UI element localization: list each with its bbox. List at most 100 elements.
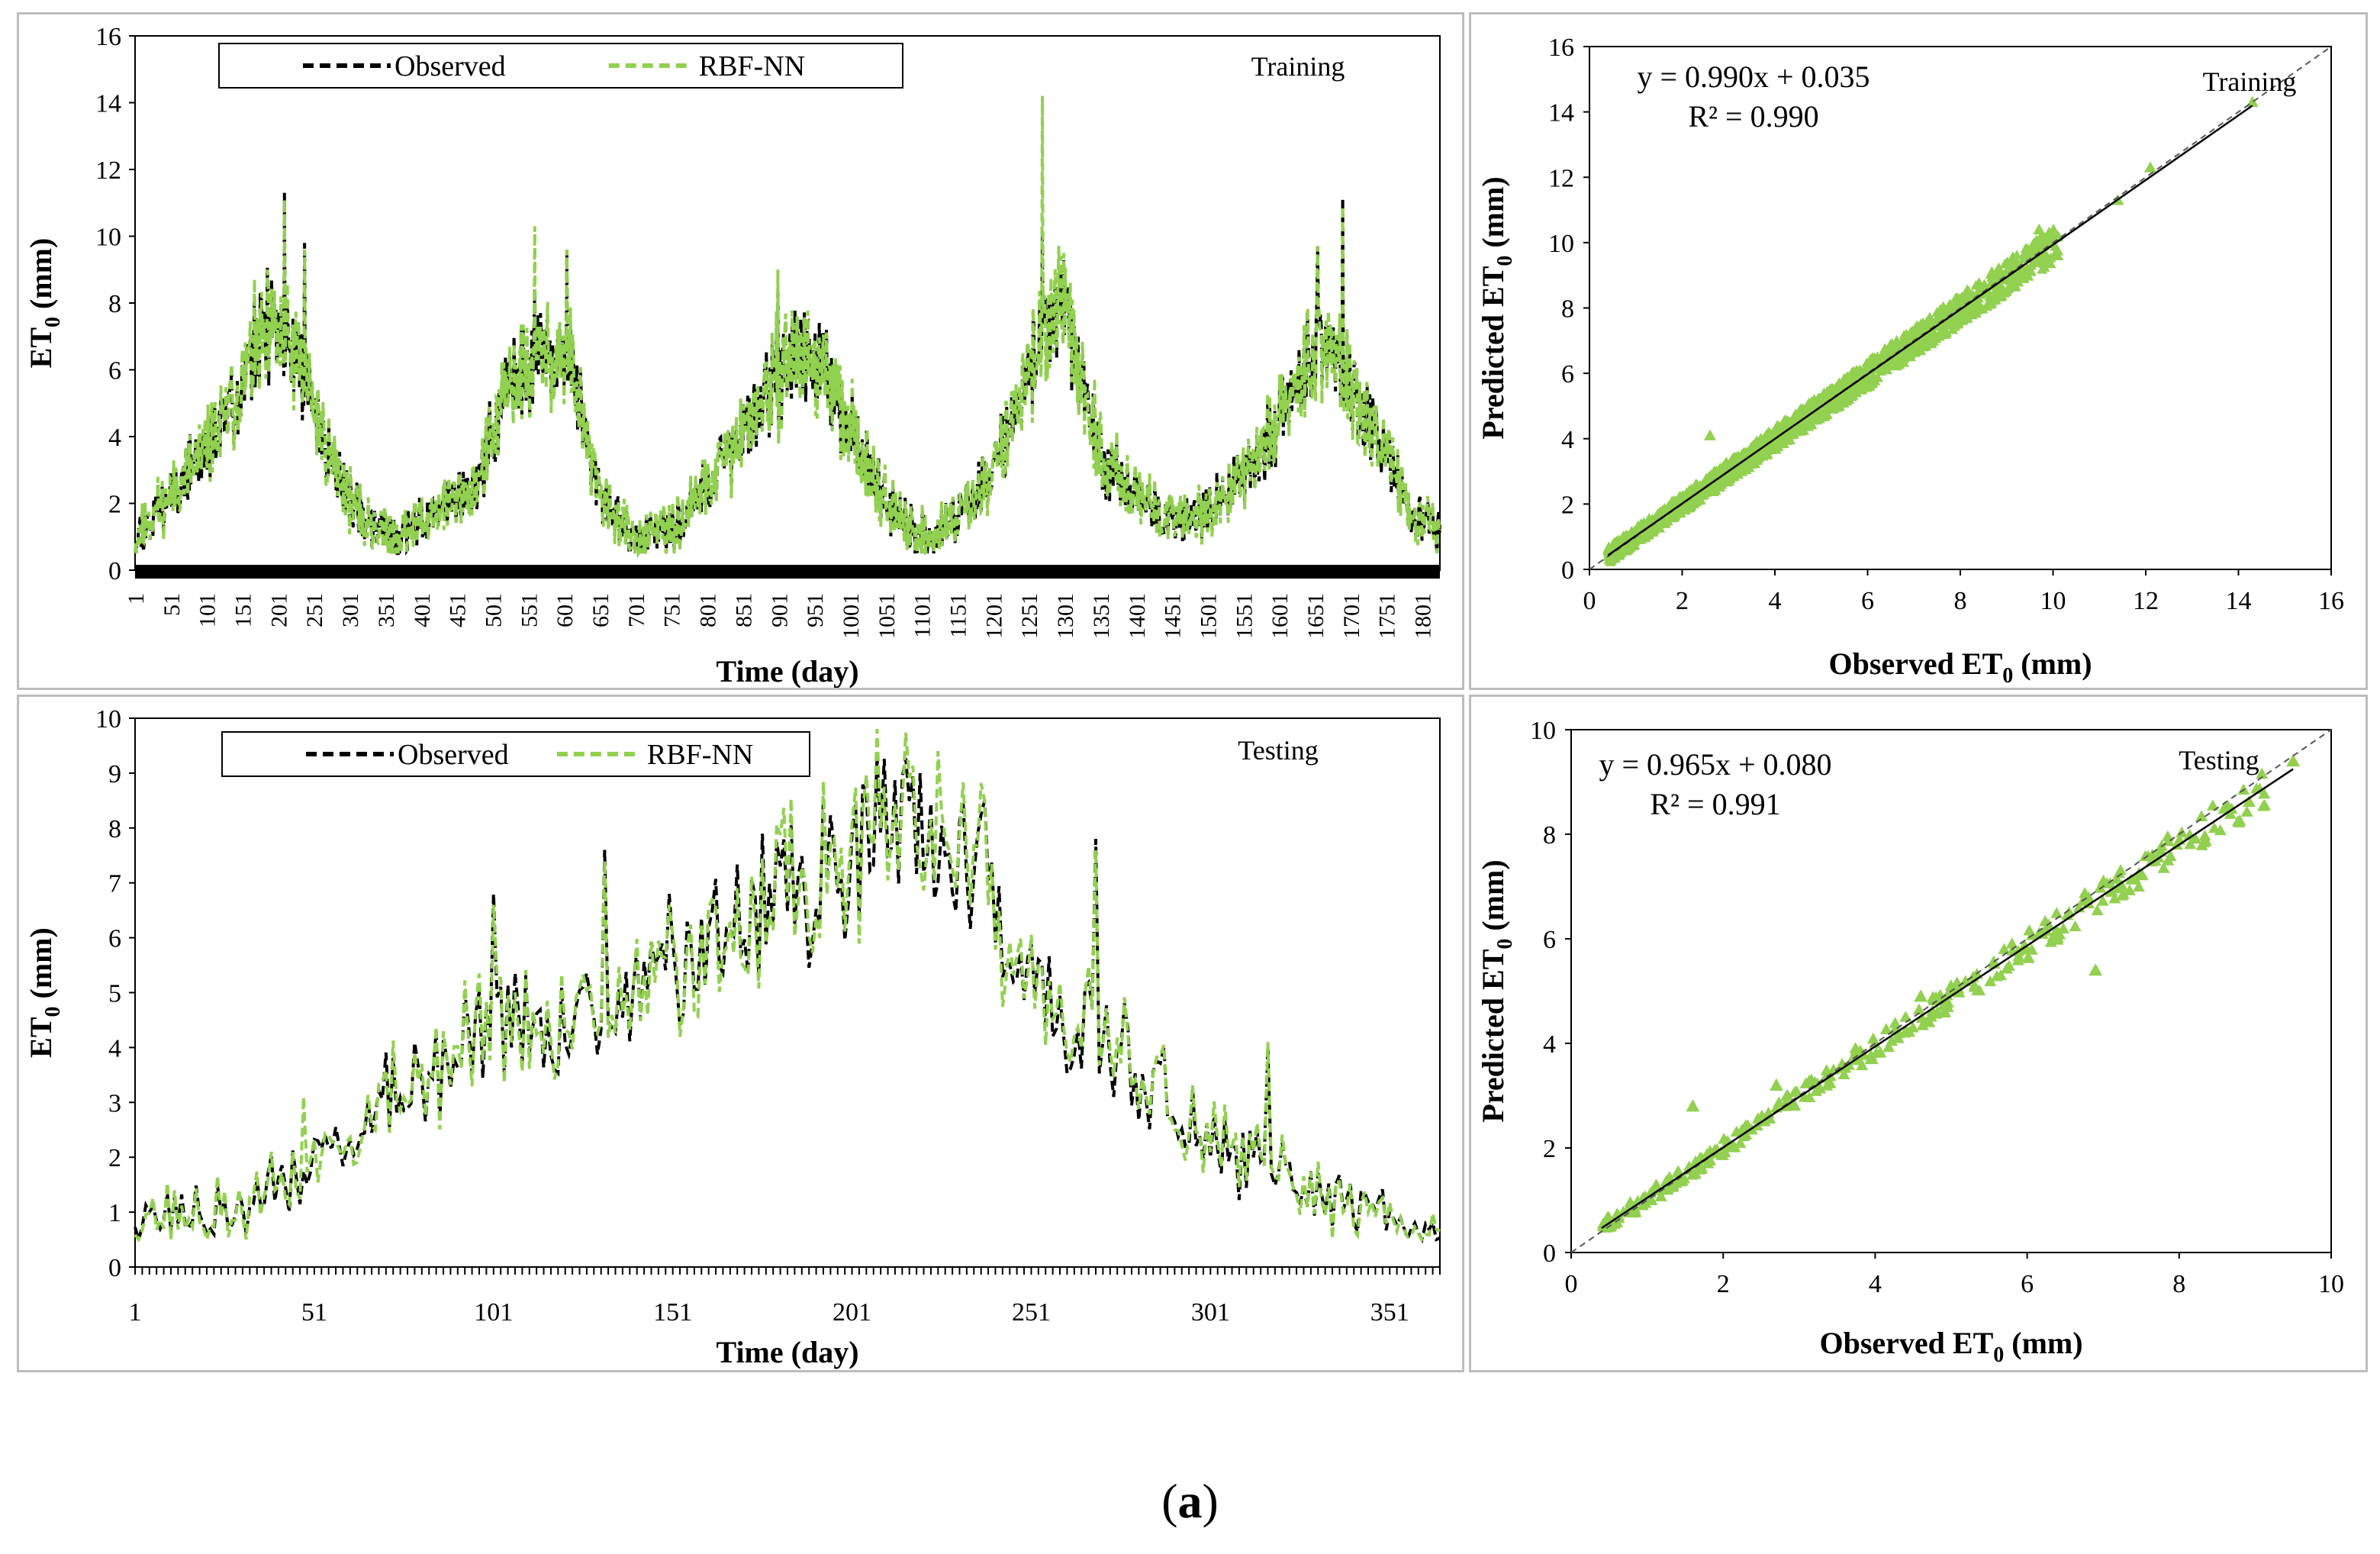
y-tick-label: 10 [1548,230,1574,258]
x-tick-label: 6 [1861,587,1874,615]
scatter-point [2240,805,2253,817]
x-tick-label: 201 [833,1298,871,1327]
scatter-points [1602,95,2259,566]
scatter-point [1776,434,1788,443]
scatter-point [2256,767,2269,779]
scatter-point [1709,484,1721,494]
scatter-point [1846,391,1857,401]
x-tick-label: 101 [474,1298,513,1327]
scatter-point [1866,1032,1879,1044]
scatter-point [1821,403,1832,414]
scatter-point [1950,976,1963,988]
x-tick-label: 951 [803,593,828,627]
scatter-point [1803,1091,1816,1102]
scatter-point [2132,880,2145,892]
x-axis-dense-ticks [135,565,1440,579]
panel-training-scatter: 0 2 4 6 8 10 12 14 16 0 2 4 6 8 10 12 14 16 y = 0.990x + 0… [1469,12,2368,690]
scatter-point [1899,336,1911,346]
scatter-point [2026,260,2037,270]
scatter-point [1973,984,1986,996]
x-tick-label: 1701 [1339,593,1364,639]
scatter-point [2050,240,2061,251]
y-tick-label: 8 [1561,295,1574,324]
scatter-point [2108,892,2121,904]
scatter-point [1673,506,1684,516]
x-tick-label: 1051 [874,593,900,639]
scatter-point [1799,1077,1812,1088]
scatter-point [2144,161,2157,172]
scatter-point [1694,1159,1707,1172]
scatter-point [1718,1133,1731,1144]
x-tick-label: 751 [660,593,685,627]
scatter-point [1986,295,1998,305]
y-tick-label: 2 [108,1144,121,1172]
scatter-point [1779,1090,1792,1101]
scatter-point [2258,787,2271,799]
scatter-point [1770,425,1781,435]
regression-line [1607,105,2253,556]
x-tick-label: 12 [2133,587,2159,615]
scatter-point [2031,235,2043,246]
scatter-point [1742,459,1754,469]
x-tick-label: 8 [1954,587,1967,615]
scatter-point [1847,369,1859,379]
scatter-point [1752,439,1763,450]
x-tick-label: 14 [2226,587,2252,615]
scatter-point [2139,850,2152,862]
y-tick-label: 4 [1543,1030,1556,1059]
x-axis-label: Time (day) [716,654,858,688]
scatter-point [2198,829,2211,841]
y-tick-label: 2 [1543,1135,1556,1163]
x-tick-label: 51 [301,1298,327,1327]
panel-testing-scatter: 0 2 4 6 8 10 0 2 4 6 8 10 y = 0.965x + 0.080 R² = 0.9… [1469,695,2368,1372]
scatter-point [1821,1079,1834,1091]
scatter-point [2195,810,2208,821]
scatter-point [1686,1099,1700,1112]
scatter-point [1816,411,1828,421]
y-tick-label: 8 [108,815,121,843]
scatter-point [1799,425,1810,435]
scatter-point [2161,830,2174,842]
scatter-point [2021,952,2034,963]
scatter-point [1949,321,1960,331]
scatter-point [2005,275,2016,285]
r-squared-label: R² = 0.990 [1688,99,1818,134]
y-tick-label: 0 [1543,1240,1556,1268]
y-tick-label: 2 [1561,491,1574,519]
x-tick-label: 351 [374,593,399,627]
scatter-point [2124,873,2137,885]
scatter-point [1662,511,1673,522]
scatter-point [1886,1034,1899,1046]
y-tick-label: 0 [1561,556,1574,585]
scatter-point [2041,234,2053,243]
testing-scatter-chart: 0 2 4 6 8 10 0 2 4 6 8 10 y = 0.965x + 0.080 R² = 0.9… [1476,717,2344,1367]
scatter-point [2043,226,2055,237]
scatter-point [2052,926,2065,938]
scatter-point [1856,1059,1869,1071]
scatter-point [1935,311,1947,321]
scatter-point [1721,456,1732,467]
y-tick-label: 16 [1548,34,1574,62]
scatter-point [1741,1119,1754,1130]
scatter-point [1676,1175,1689,1186]
y-tick-label: 6 [1561,360,1574,388]
scatter-point [2011,250,2023,260]
scatter-point [1805,1073,1818,1085]
scatter-point [1900,346,1911,356]
x-tick-label: 16 [2318,587,2344,615]
scatter-point [1925,336,1937,347]
scatter-point [1644,513,1655,523]
scatter-point [1677,490,1689,500]
plot-area-border [1570,729,2332,1253]
x-tick-label: 801 [696,593,721,627]
scatter-point [2258,799,2271,811]
scatter-point [2036,927,2049,939]
scatter-point [1670,495,1682,506]
scatter-point [1996,291,2008,301]
figure-caption: (a) [0,1473,2380,1530]
x-tick-label: 1551 [1232,593,1257,639]
scatter-point [1826,396,1837,407]
scatter-point [1727,1140,1740,1152]
caption-open: ( [1161,1474,1178,1528]
